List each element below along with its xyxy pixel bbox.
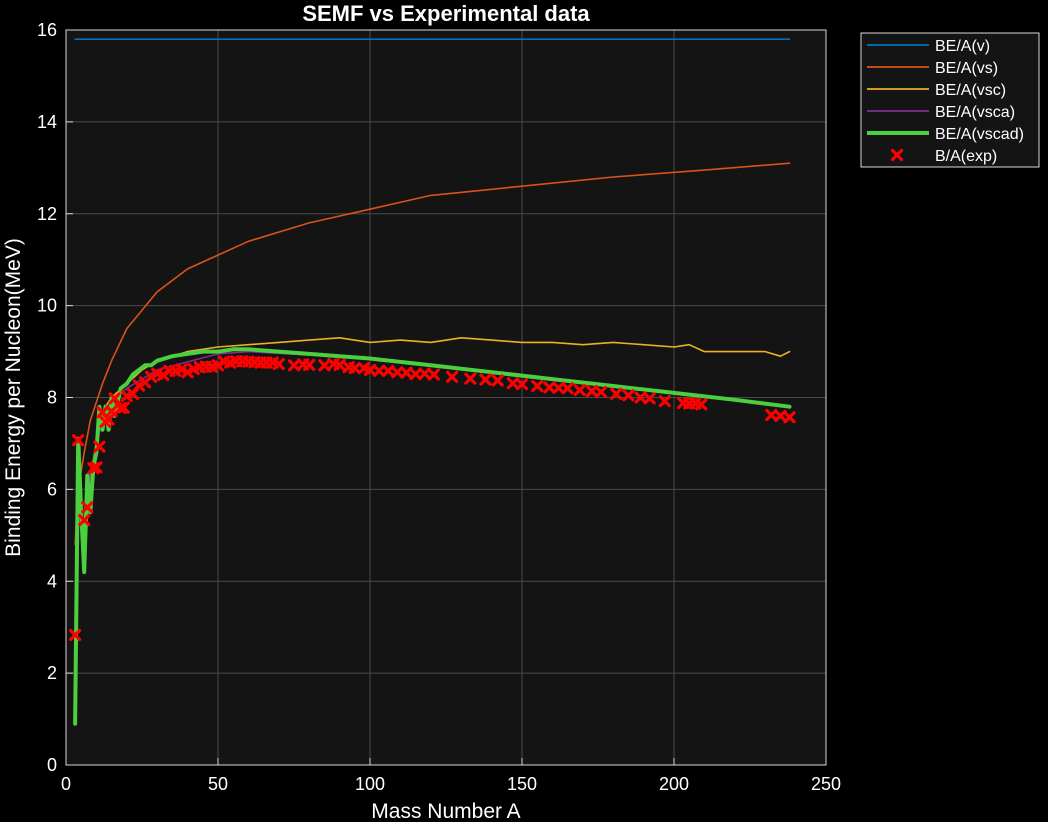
data-point — [93, 440, 106, 453]
data-point — [464, 372, 477, 385]
y-tick-label: 2 — [47, 663, 57, 683]
data-point — [72, 434, 85, 447]
y-tick-label: 8 — [47, 388, 57, 408]
data-point — [479, 373, 492, 386]
data-point — [418, 367, 431, 380]
y-tick-label: 12 — [37, 204, 57, 224]
axis-ticks: 0 50 100 150 200 250 0 2 4 6 8 10 12 14 16 — [37, 20, 841, 794]
y-tick-label: 4 — [47, 571, 57, 591]
legend-label: B/A(exp) — [935, 148, 997, 165]
legend: BE/A(v) BE/A(vs) BE/A(vsc) BE/A(vsca) BE/A(v… — [860, 32, 1040, 168]
data-point — [348, 362, 361, 375]
data-point — [585, 384, 599, 398]
data-point — [90, 461, 103, 474]
chart-title: SEMF vs Experimental data — [302, 1, 590, 26]
y-tick-label: 14 — [37, 112, 57, 132]
data-point — [634, 391, 647, 404]
data-point — [409, 367, 422, 381]
data-point — [774, 409, 787, 422]
data-point — [610, 387, 623, 400]
y-tick-label: 6 — [47, 479, 57, 499]
data-point — [427, 368, 440, 381]
x-axis-label: Mass Number A — [371, 800, 520, 822]
data-point — [561, 382, 574, 395]
data-point — [81, 501, 94, 514]
x-tick-label: 150 — [507, 774, 537, 794]
data-point — [531, 379, 544, 393]
data-point — [318, 359, 331, 372]
data-point — [272, 357, 285, 371]
data-point — [552, 381, 565, 394]
legend-marker — [890, 148, 904, 162]
y-axis-label: Binding Energy per Nucleon(MeV) — [2, 238, 25, 557]
data-point — [287, 359, 301, 372]
legend-entry: BE/A(vsca) — [867, 104, 1015, 121]
data-point — [373, 364, 386, 377]
data-point — [117, 401, 130, 414]
data-point — [491, 374, 504, 387]
legend-entry: BE/A(vscad) — [867, 126, 1024, 143]
series-b-a-exp — [69, 355, 796, 642]
data-point — [391, 366, 404, 379]
x-tick-label: 0 — [61, 774, 71, 794]
data-point — [132, 379, 146, 392]
data-point — [114, 401, 127, 415]
x-tick-label: 50 — [208, 774, 228, 794]
x-tick-label: 250 — [811, 774, 841, 794]
data-point — [181, 366, 194, 379]
y-tick-label: 10 — [37, 296, 57, 316]
legend-label: BE/A(v) — [935, 38, 990, 55]
data-point — [400, 366, 413, 379]
data-point — [175, 363, 188, 376]
data-point — [363, 363, 377, 377]
legend-label: BE/A(vscad) — [935, 126, 1024, 143]
legend-entry: BE/A(v) — [867, 38, 990, 55]
data-point — [543, 381, 556, 394]
data-point — [765, 408, 778, 422]
data-point — [102, 413, 115, 426]
series-be-a-vsc — [74, 336, 791, 720]
legend-label: BE/A(vs) — [935, 60, 998, 77]
y-tick-label: 0 — [47, 755, 57, 775]
data-point — [382, 364, 395, 377]
legend-label: BE/A(vsca) — [935, 104, 1015, 121]
data-point — [643, 392, 656, 405]
data-point — [506, 377, 519, 390]
data-point — [211, 359, 225, 372]
data-point — [333, 358, 346, 371]
x-tick-label: 100 — [355, 774, 385, 794]
data-point — [145, 370, 158, 383]
data-point — [622, 389, 635, 402]
plot-series — [69, 38, 796, 726]
legend-label: BE/A(vsc) — [935, 82, 1006, 99]
series-be-a-vs — [74, 162, 791, 546]
data-point — [78, 514, 91, 527]
legend-box — [860, 32, 1040, 168]
x-tick-label: 200 — [659, 774, 689, 794]
data-point — [573, 384, 586, 397]
y-tick-label: 16 — [37, 20, 57, 40]
data-point — [783, 411, 796, 424]
legend-entry: BE/A(vs) — [867, 60, 998, 77]
data-point — [69, 628, 82, 642]
data-point — [303, 358, 316, 371]
data-point — [695, 398, 708, 411]
data-point — [105, 405, 118, 418]
data-point — [594, 385, 608, 399]
data-point — [445, 370, 459, 383]
data-point — [658, 395, 671, 408]
data-point — [515, 378, 529, 391]
legend-entry: B/A(exp) — [890, 148, 997, 165]
data-point — [108, 392, 121, 405]
legend-entry: BE/A(vsc) — [867, 82, 1006, 99]
